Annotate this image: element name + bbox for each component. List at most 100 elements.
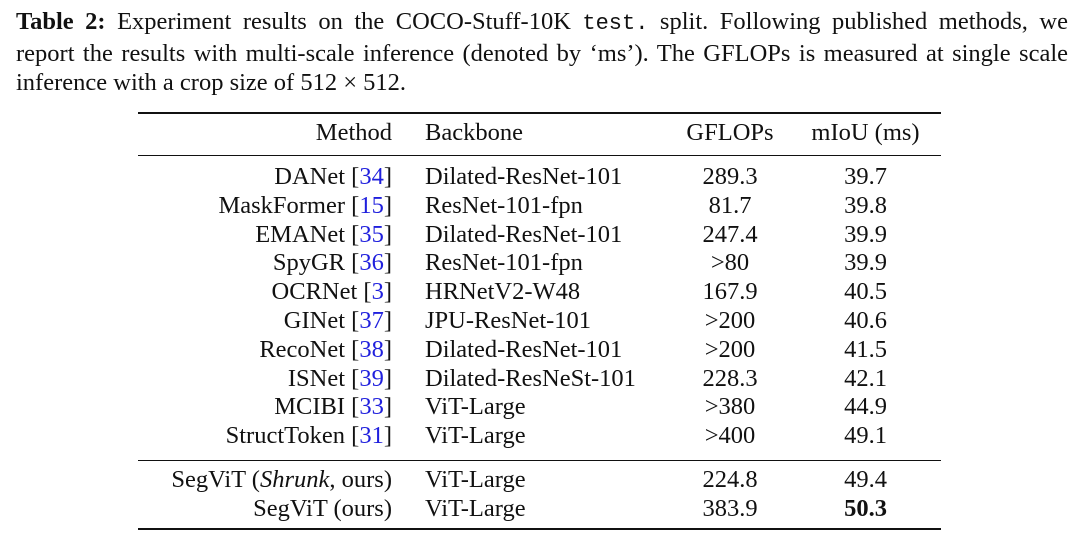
table-row: DANet [34] Dilated-ResNet-101 289.3 39.7 [138,162,941,191]
method-cell: SpyGR [36] [272,249,392,277]
caption-math: 512 × 512 [300,69,400,96]
method-name: SpyGR [272,249,346,277]
citation-link[interactable]: 33 [359,393,384,421]
method-cell: RecoNet [38] [259,335,392,363]
gflops-cell: >200 [704,335,756,363]
method-name: ISNet [287,364,346,392]
citation-link[interactable]: 39 [359,364,384,392]
citation-link[interactable]: 31 [359,422,384,450]
backbone-cell: ResNet-101-fpn [425,191,583,219]
gflops-cell: 228.3 [702,364,758,392]
table-bottom-rule [138,528,941,530]
caption-text-3: . [399,69,407,96]
table-row-ours: SegViT (Shrunk, ours) ViT-Large 224.8 49.4 [138,465,941,494]
miou-cell: 39.8 [844,191,887,219]
citation-link[interactable]: 36 [359,249,384,277]
backbone-cell: Dilated-ResNet-101 [425,335,623,363]
citation-link[interactable]: 15 [359,191,384,219]
method-name: MCIBI [274,393,346,421]
gflops-cell: >80 [710,249,750,277]
method-cell: SegViT (ours) [138,494,392,523]
table-row: MaskFormer [15] ResNet-101-fpn 81.7 39.8 [138,191,941,220]
method-cell: SegViT (Shrunk, ours) [138,465,392,494]
method-cell: MaskFormer [15] [218,191,392,219]
miou-cell: 49.1 [844,422,887,450]
table-row: ISNet [39] Dilated-ResNeSt-101 228.3 42.1 [138,364,941,393]
miou-cell-best: 50.3 [844,494,887,522]
table-header-row: Method Backbone GFLOPs mIoU (ms) [138,118,941,147]
method-name: DANet [274,163,346,190]
miou-cell: 40.6 [844,307,887,334]
caption-label: Table 2: [16,8,106,35]
header-gflops: GFLOPs [686,119,774,146]
method-name: StructToken [225,422,346,450]
method-cell: ISNet [39] [287,364,392,392]
backbone-cell: HRNetV2-W48 [425,278,581,306]
backbone-cell: JPU-ResNet-101 [425,307,592,334]
miou-cell: 39.7 [844,163,887,190]
caption-text-2: split. Following published methods, we r… [16,8,1068,96]
gflops-cell: >400 [704,422,756,450]
table-row: GINet [37] JPU-ResNet-101 >200 40.6 [138,306,941,335]
table-header-rule [138,155,941,157]
citation-link[interactable]: 35 [359,220,384,248]
table-row: MCIBI [33] ViT-Large >380 44.9 [138,392,941,421]
citation-link[interactable]: 34 [359,163,384,190]
caption-text-1: Experiment results on the COCO-Stuff-10K [105,8,583,35]
header-method: Method [315,119,392,146]
method-name: GINet [283,307,346,334]
header-backbone: Backbone [425,119,523,146]
method-cell: OCRNet [3] [271,278,392,306]
method-cell: GINet [37] [283,307,392,334]
gflops-cell: 247.4 [702,220,758,248]
method-cell: StructToken [31] [225,422,392,450]
backbone-cell: Dilated-ResNet-101 [425,163,623,190]
gflops-cell: 81.7 [708,191,752,219]
backbone-cell: ResNet-101-fpn [425,249,583,277]
backbone-cell: ViT-Large [425,393,526,421]
miou-cell: 44.9 [844,393,887,421]
table-row: SpyGR [36] ResNet-101-fpn >80 39.9 [138,248,941,277]
table-row: StructToken [31] ViT-Large >400 49.1 [138,421,941,450]
backbone-cell: Dilated-ResNet-101 [425,220,623,248]
miou-cell: 39.9 [844,220,887,248]
method-name: EMANet [255,220,346,248]
method-name-variant: Shrunk [259,466,330,493]
gflops-cell: 383.9 [702,494,758,522]
table-top-rule [138,112,941,114]
table-row: RecoNet [38] Dilated-ResNet-101 >200 41.5 [138,335,941,364]
miou-cell: 39.9 [844,249,887,277]
method-name: MaskFormer [218,191,346,219]
backbone-cell: ViT-Large [425,494,526,522]
backbone-cell: Dilated-ResNeSt-101 [425,364,636,392]
citation-link[interactable]: 3 [371,278,384,306]
table-row-ours: SegViT (ours) ViT-Large 383.9 50.3 [138,494,941,523]
table-row: EMANet [35] Dilated-ResNet-101 247.4 39.9 [138,220,941,249]
miou-cell: 41.5 [844,335,887,363]
citation-link[interactable]: 37 [359,307,384,334]
method-cell: DANet [34] [274,163,392,190]
miou-cell: 42.1 [844,364,887,392]
miou-cell: 40.5 [844,278,887,306]
method-name-suffix: , ours) [329,466,392,493]
table-caption: Table 2: Experiment results on the COCO-… [16,7,1068,98]
backbone-cell: ViT-Large [425,422,526,450]
header-miou: mIoU (ms) [811,119,920,146]
citation-link[interactable]: 38 [359,335,384,363]
gflops-cell: >200 [704,307,756,334]
gflops-cell: 167.9 [702,278,758,306]
gflops-cell: 289.3 [702,163,758,190]
method-cell: MCIBI [33] [274,393,392,421]
method-name: OCRNet [271,278,358,306]
gflops-cell: 224.8 [702,466,758,493]
method-name: RecoNet [259,335,346,363]
caption-code: test. [582,11,649,36]
table-section-rule [138,460,941,462]
method-name-prefix: SegViT (ours) [253,494,392,522]
method-name-prefix: SegViT ( [171,466,260,493]
table-row: OCRNet [3] HRNetV2-W48 167.9 40.5 [138,277,941,306]
miou-cell: 49.4 [844,466,887,493]
gflops-cell: >380 [704,393,756,421]
method-cell: EMANet [35] [255,220,392,248]
backbone-cell: ViT-Large [425,466,526,493]
